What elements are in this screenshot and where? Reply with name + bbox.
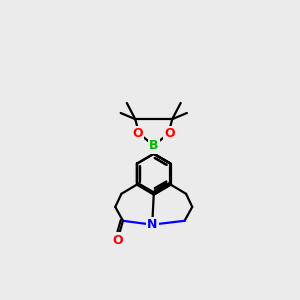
Text: B: B (149, 140, 158, 153)
Text: O: O (165, 127, 175, 140)
Text: O: O (112, 233, 123, 247)
Text: B: B (149, 139, 158, 152)
Text: N: N (147, 218, 158, 231)
Text: O: O (132, 127, 143, 140)
Text: O: O (165, 127, 175, 140)
Text: O: O (132, 127, 143, 140)
